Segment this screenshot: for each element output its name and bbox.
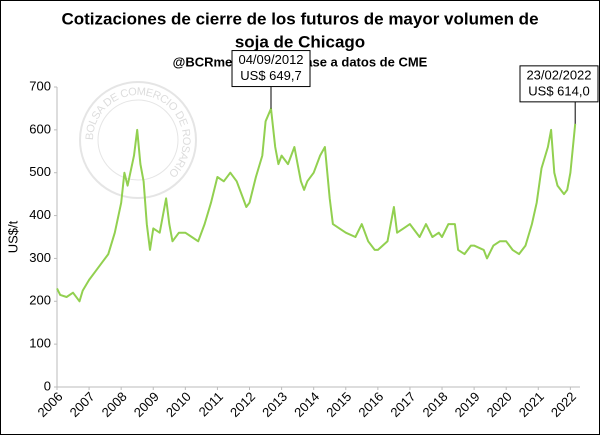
annotation-text: US$ 649,7 [240,68,301,83]
price-line [56,107,577,303]
watermark-ring [97,99,179,181]
annotation-text: 23/02/2022 [526,67,591,82]
annotation-box [231,50,311,88]
y-tick-label: 500 [29,164,51,179]
y-tick-label: 400 [29,207,51,222]
y-tick-label: 0 [44,378,51,393]
chart-title: soja de Chicago [235,32,365,51]
y-tick-label: 600 [29,121,51,136]
y-tick-label: 200 [29,293,51,308]
y-tick-label: 300 [29,250,51,265]
annotation-text: 04/09/2012 [238,52,303,67]
annotation-box [519,65,599,103]
y-axis-label: US$/t [5,220,20,253]
watermark-ring [79,81,197,199]
y-tick-label: 100 [29,336,51,351]
annotation-text: US$ 614,0 [528,83,589,98]
chart-title: Cotizaciones de cierre de los futuros de… [61,9,538,28]
y-tick-label: 700 [29,78,51,93]
